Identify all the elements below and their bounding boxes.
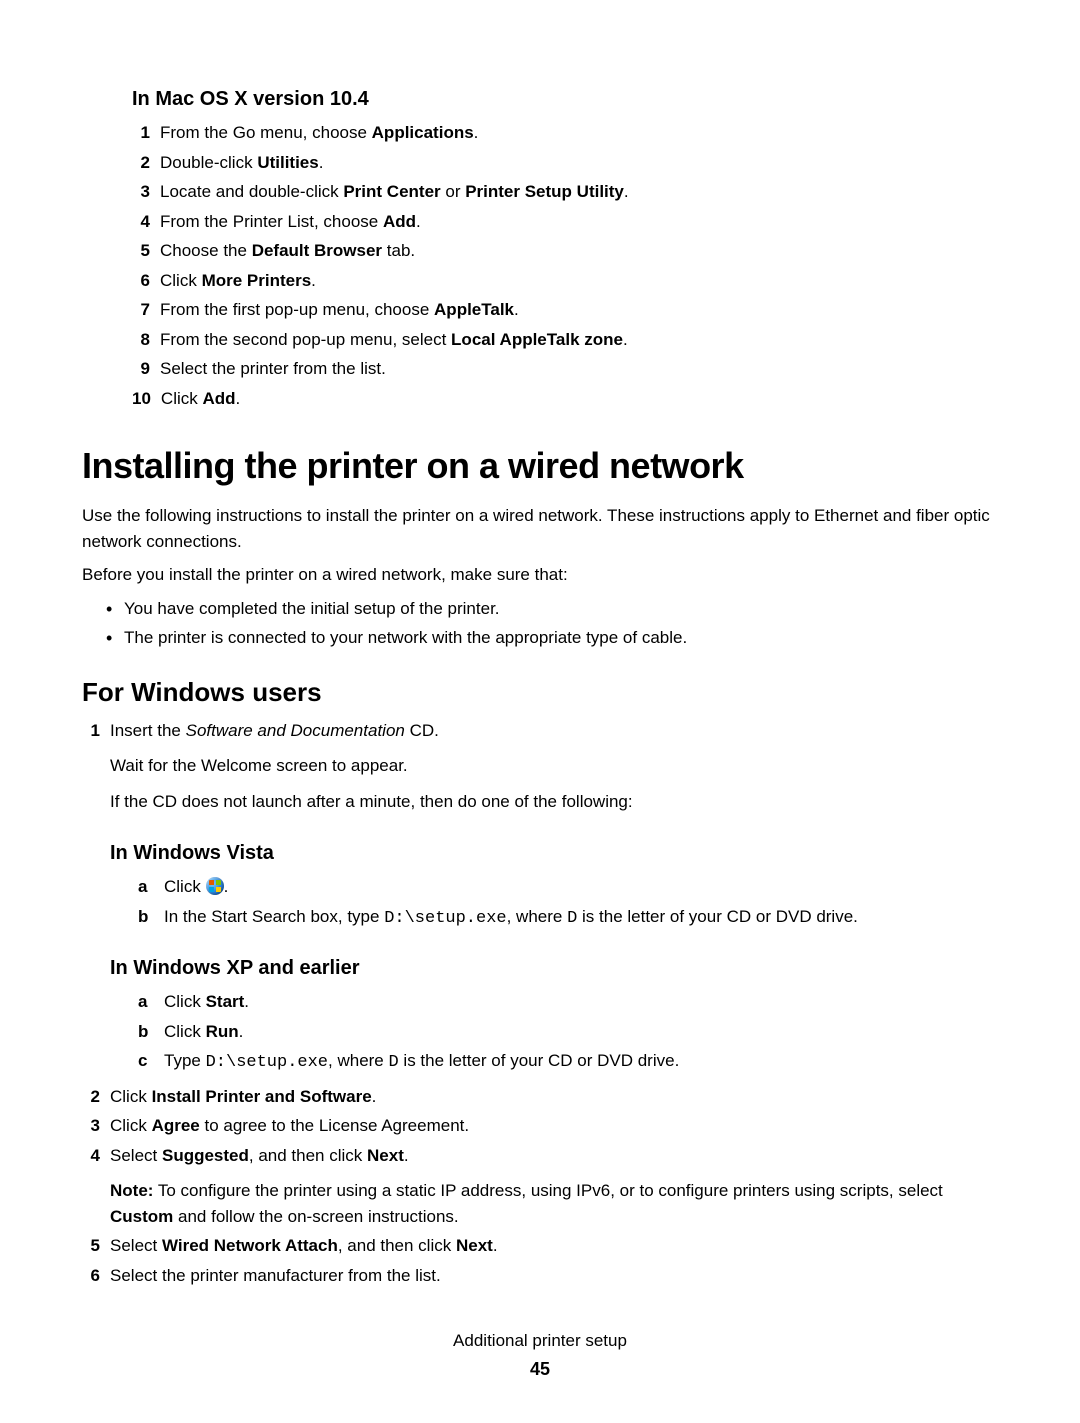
list-marker: a [138, 989, 164, 1015]
mac-heading: In Mac OS X version 10.4 [132, 84, 998, 114]
list-marker: 6 [132, 268, 160, 294]
mac-step: Click Add. [161, 386, 998, 412]
list-marker: 5 [132, 238, 160, 264]
list-marker: b [138, 904, 164, 932]
list-marker: 8 [132, 327, 160, 353]
win-step4: Select Suggested, and then click Next. N… [110, 1143, 998, 1230]
win-step3: Click Agree to agree to the License Agre… [110, 1113, 998, 1139]
bullet-item: The printer is connected to your network… [106, 625, 998, 651]
windows-heading: For Windows users [82, 673, 998, 712]
mac-step: From the Go menu, choose Applications. [160, 120, 998, 146]
mac-section: In Mac OS X version 10.4 1From the Go me… [82, 84, 998, 411]
windows-start-icon [206, 877, 224, 895]
win-step4-note: Note: To configure the printer using a s… [110, 1178, 998, 1229]
mac-step: Click More Printers. [160, 268, 998, 294]
list-marker: 3 [82, 1113, 110, 1139]
list-marker: c [138, 1048, 164, 1076]
mac-step: Locate and double-click Print Center or … [160, 179, 998, 205]
list-marker: 4 [132, 209, 160, 235]
xp-steps: aClick Start. bClick Run. cType D:\setup… [110, 989, 998, 1076]
wired-bullets: You have completed the initial setup of … [82, 596, 998, 651]
mac-step: From the first pop-up menu, choose Apple… [160, 297, 998, 323]
list-marker: 9 [132, 356, 160, 382]
win-step1-line2: Wait for the Welcome screen to appear. [110, 753, 998, 779]
win-step1: Insert the Software and Documentation CD… [110, 718, 998, 1080]
xp-heading: In Windows XP and earlier [110, 953, 998, 983]
list-marker: 4 [82, 1143, 110, 1230]
vista-step-a: Click . [164, 874, 998, 900]
mac-step: From the Printer List, choose Add. [160, 209, 998, 235]
footer-page: 45 [82, 1356, 998, 1383]
vista-step-b: In the Start Search box, type D:\setup.e… [164, 904, 998, 932]
mac-step: Choose the Default Browser tab. [160, 238, 998, 264]
mac-step: From the second pop-up menu, select Loca… [160, 327, 998, 353]
list-marker: 2 [82, 1084, 110, 1110]
xp-step-c: Type D:\setup.exe, where D is the letter… [164, 1048, 998, 1076]
wired-heading: Installing the printer on a wired networ… [82, 439, 998, 493]
vista-heading: In Windows Vista [110, 838, 998, 868]
wired-before: Before you install the printer on a wire… [82, 562, 998, 588]
list-marker: 7 [132, 297, 160, 323]
mac-step: Double-click Utilities. [160, 150, 998, 176]
win-step5: Select Wired Network Attach, and then cl… [110, 1233, 998, 1259]
list-marker: 1 [82, 718, 110, 1080]
bullet-item: You have completed the initial setup of … [106, 596, 998, 622]
vista-steps: aClick . bIn the Start Search box, type … [110, 874, 998, 931]
list-marker: 1 [132, 120, 160, 146]
win-step1-line3: If the CD does not launch after a minute… [110, 789, 998, 815]
list-marker: a [138, 874, 164, 900]
list-marker: 10 [132, 386, 161, 412]
footer-title: Additional printer setup [82, 1328, 998, 1354]
mac-steps: 1From the Go menu, choose Applications. … [132, 120, 998, 411]
list-marker: b [138, 1019, 164, 1045]
list-marker: 6 [82, 1263, 110, 1289]
win-step6: Select the printer manufacturer from the… [110, 1263, 998, 1289]
wired-intro: Use the following instructions to instal… [82, 503, 998, 554]
page-footer: Additional printer setup 45 [82, 1328, 998, 1383]
win-step2: Click Install Printer and Software. [110, 1084, 998, 1110]
list-marker: 5 [82, 1233, 110, 1259]
list-marker: 2 [132, 150, 160, 176]
xp-step-a: Click Start. [164, 989, 998, 1015]
windows-steps: 1 Insert the Software and Documentation … [82, 718, 998, 1289]
xp-step-b: Click Run. [164, 1019, 998, 1045]
mac-step: Select the printer from the list. [160, 356, 998, 382]
list-marker: 3 [132, 179, 160, 205]
